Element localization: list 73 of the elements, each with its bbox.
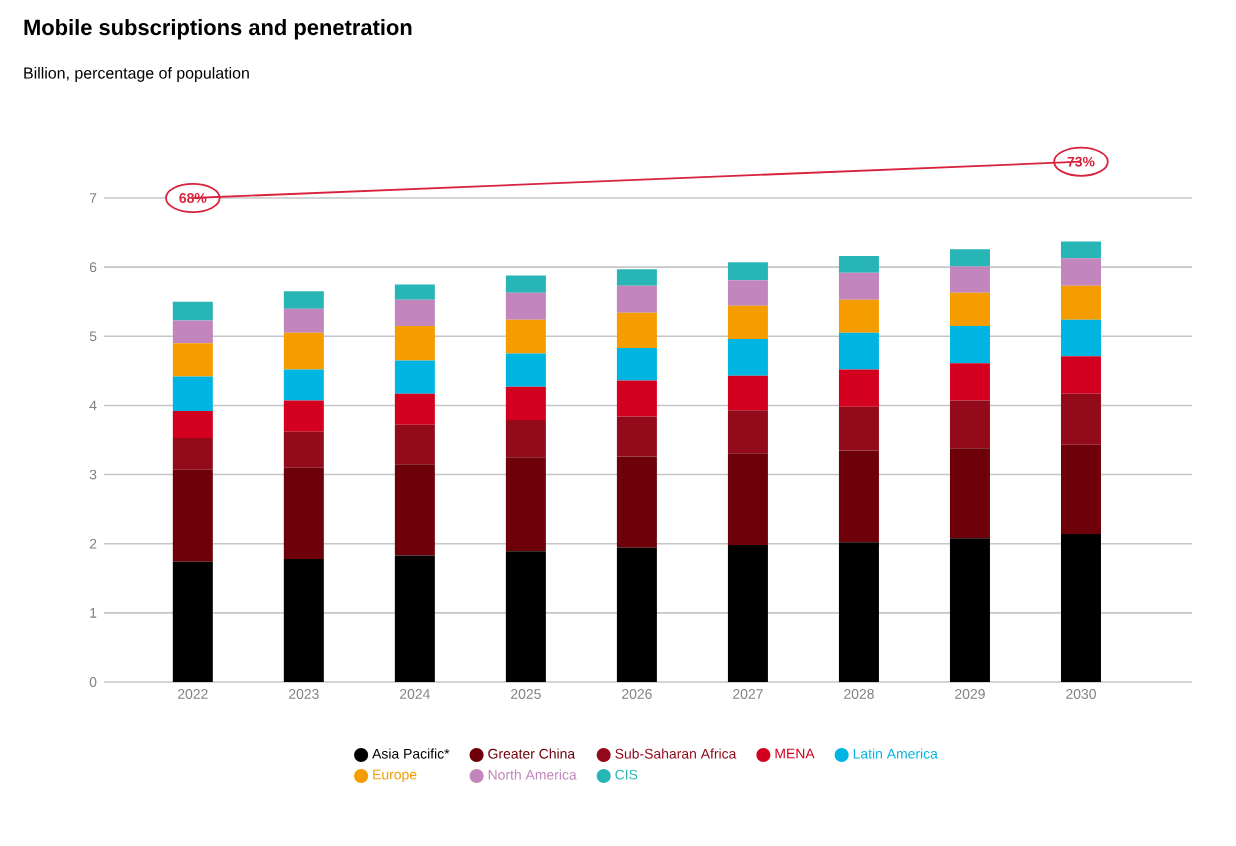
bar — [394, 360, 435, 394]
bar — [394, 299, 435, 326]
bar — [616, 416, 657, 457]
bar — [616, 380, 657, 417]
bar — [838, 450, 879, 543]
bar — [616, 348, 657, 381]
bar — [505, 319, 546, 354]
bar — [838, 369, 879, 407]
bar — [1060, 241, 1101, 259]
bar — [394, 325, 435, 361]
bar — [283, 332, 324, 370]
bar — [949, 292, 990, 326]
bar — [1060, 285, 1101, 320]
bar — [727, 545, 768, 682]
bar — [505, 457, 546, 552]
bar — [1060, 258, 1101, 286]
bar — [949, 448, 990, 539]
bar — [283, 431, 324, 468]
bar — [838, 542, 879, 682]
bar — [616, 269, 657, 286]
bar — [616, 456, 657, 548]
bar — [172, 343, 213, 377]
bar — [838, 332, 879, 370]
bar — [283, 308, 324, 333]
bar — [838, 299, 879, 333]
bar — [838, 272, 879, 300]
bar — [394, 424, 435, 465]
bar — [505, 292, 546, 320]
bar — [172, 301, 213, 321]
bar — [394, 393, 435, 425]
chart-title: Mobile subscriptions and penetration — [24, 19, 412, 40]
bar — [1060, 393, 1101, 445]
bar — [949, 249, 990, 267]
bar — [505, 275, 546, 293]
bar — [1060, 444, 1101, 535]
bar — [727, 339, 768, 376]
bar — [616, 285, 657, 313]
bar — [838, 256, 879, 273]
bar — [172, 320, 213, 344]
bar — [949, 538, 990, 682]
bar — [1060, 534, 1101, 682]
bar — [838, 406, 879, 451]
bar — [727, 375, 768, 411]
bar — [949, 325, 990, 364]
bar — [949, 400, 990, 449]
bar — [172, 376, 213, 411]
bar — [505, 386, 546, 420]
bar — [394, 284, 435, 300]
bar — [172, 437, 213, 470]
bar — [172, 469, 213, 562]
bar — [505, 353, 546, 387]
bar — [505, 419, 546, 458]
bar — [727, 410, 768, 454]
bar — [172, 410, 213, 438]
bar — [727, 280, 768, 306]
bar — [727, 305, 768, 340]
bar — [727, 262, 768, 281]
bar — [727, 453, 768, 546]
bar — [283, 467, 324, 559]
bar — [283, 369, 324, 401]
bar — [505, 551, 546, 682]
bar — [949, 266, 990, 293]
bar — [172, 561, 213, 682]
bar — [394, 464, 435, 556]
bar — [1060, 356, 1101, 394]
bar — [949, 363, 990, 401]
bar — [283, 291, 324, 309]
bar — [283, 558, 324, 682]
bar — [283, 400, 324, 432]
bar — [616, 312, 657, 349]
bar — [1060, 319, 1101, 357]
bar — [394, 555, 435, 682]
bar — [616, 547, 657, 682]
